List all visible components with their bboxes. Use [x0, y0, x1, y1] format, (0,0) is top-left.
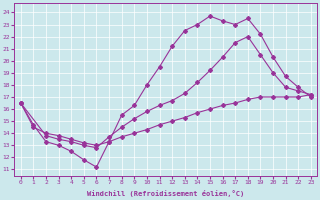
X-axis label: Windchill (Refroidissement éolien,°C): Windchill (Refroidissement éolien,°C) — [87, 190, 244, 197]
